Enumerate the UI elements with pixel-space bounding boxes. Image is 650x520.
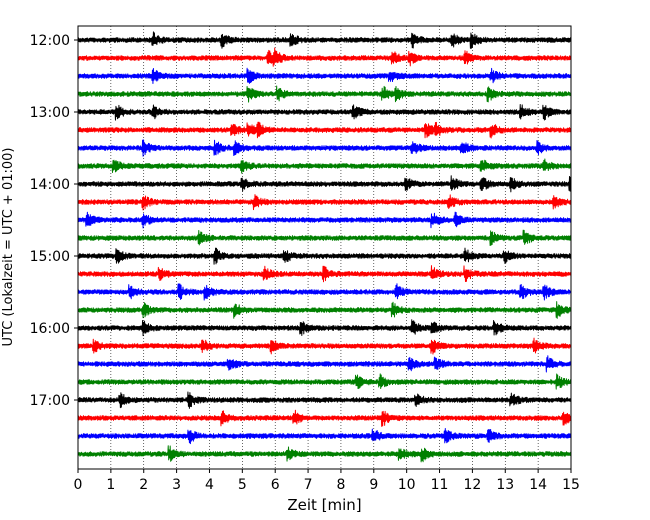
seismic-traces: [77, 31, 572, 463]
trace-1700: [77, 391, 572, 409]
trace-1600: [77, 319, 572, 337]
x-tick-label-6: 6: [271, 477, 280, 493]
trace-1400: [77, 175, 572, 193]
x-tick-label-8: 8: [336, 477, 345, 493]
grid-lines: [110, 26, 539, 469]
trace-1515: [77, 265, 572, 283]
trace-1215: [77, 47, 572, 67]
trace-1430: [77, 211, 572, 229]
trace-1300: [77, 104, 572, 121]
trace-1500: [77, 247, 572, 265]
x-tick-label-0: 0: [74, 477, 83, 493]
trace-1315: [77, 121, 572, 139]
trace-1715: [77, 409, 572, 427]
x-tick-label-2: 2: [139, 477, 148, 493]
y-tick-label-1400: 14:00: [30, 177, 70, 193]
trace-1345: [77, 158, 572, 174]
trace-1630: [77, 355, 572, 373]
y-tick-label-1300: 13:00: [30, 105, 70, 121]
y-axis-label: UTC (Lokalzeit = UTC + 01:00): [1, 148, 16, 347]
x-tick-label-15: 15: [562, 477, 580, 493]
x-axis-ticks: 0 1 2 3 4 5 6 7 8 9 10 11 12 13 14 15: [74, 469, 580, 493]
trace-1445: [77, 229, 572, 247]
trace-1530: [77, 283, 572, 301]
x-tick-label-9: 9: [369, 477, 378, 493]
x-tick-label-3: 3: [172, 477, 181, 493]
x-tick-label-13: 13: [496, 477, 514, 493]
x-tick-label-12: 12: [463, 477, 481, 493]
x-tick-label-7: 7: [304, 477, 313, 493]
x-tick-label-14: 14: [529, 477, 547, 493]
trace-1230: [77, 67, 572, 84]
trace-1745: [77, 445, 572, 463]
trace-1330: [77, 139, 572, 157]
trace-1645: [77, 373, 572, 390]
trace-1200: [77, 31, 572, 49]
trace-1415: [77, 194, 572, 211]
x-axis-label: Zeit [min]: [287, 496, 361, 514]
trace-1245: [77, 85, 572, 103]
y-tick-label-1700: 17:00: [30, 393, 70, 409]
y-tick-label-1500: 15:00: [30, 249, 70, 265]
trace-1545: [77, 301, 572, 319]
y-tick-label-1600: 16:00: [30, 321, 70, 337]
x-tick-label-1: 1: [106, 477, 115, 493]
x-tick-label-10: 10: [398, 477, 416, 493]
trace-1730: [77, 428, 572, 445]
plot-frame: [77, 25, 572, 470]
y-tick-label-1200: 12:00: [30, 33, 70, 49]
x-tick-label-11: 11: [431, 477, 449, 493]
y-axis-ticks: 12:00 13:00 14:00 15:00 16:00 17:00: [30, 33, 78, 409]
trace-1615: [77, 337, 572, 355]
x-tick-label-4: 4: [205, 477, 214, 493]
x-tick-label-5: 5: [238, 477, 247, 493]
